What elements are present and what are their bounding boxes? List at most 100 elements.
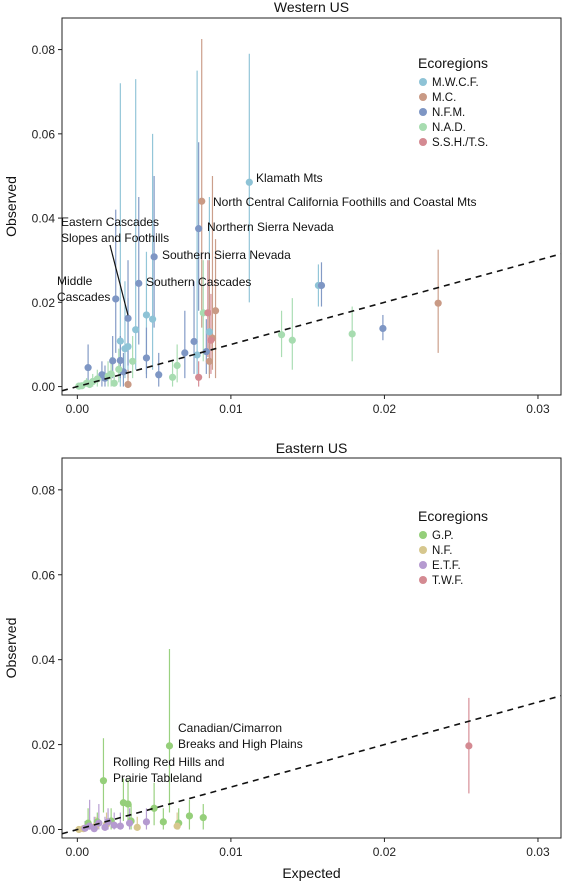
data-point	[142, 354, 151, 362]
legend-key	[419, 123, 427, 131]
data-point	[150, 804, 158, 812]
data-point	[198, 197, 206, 205]
data-point	[110, 379, 118, 387]
data-point	[205, 328, 213, 336]
annotation-label: Northern Sierra Nevada	[207, 220, 334, 234]
data-point	[150, 253, 158, 261]
data-point	[173, 822, 181, 830]
annotation-label: Breaks and High Plains	[178, 737, 303, 751]
plot-frame	[61, 457, 562, 839]
legend-key	[419, 108, 427, 116]
data-point	[116, 356, 124, 365]
data-point	[465, 742, 473, 750]
legend-key	[419, 78, 427, 86]
x-tick-label: 0.00	[66, 402, 90, 416]
annotation-label: Rolling Red Hills and	[113, 755, 224, 769]
data-point	[142, 311, 151, 319]
annotation-leader	[109, 244, 129, 316]
y-tick-label: 0.08	[32, 483, 56, 497]
panel-eastern-us: Eastern US 0.00 0.02 0.04 0.06 0.08 0.00 0.01 0.…	[3, 440, 562, 881]
data-point	[211, 307, 220, 315]
y-tick-label: 0.00	[32, 380, 56, 394]
data-point	[277, 331, 286, 339]
data-point	[195, 225, 203, 233]
data-point	[348, 330, 356, 338]
data-point	[124, 342, 132, 351]
legend-key	[419, 576, 427, 584]
data-point	[115, 365, 123, 373]
y-tick-label: 0.08	[32, 43, 56, 57]
data-point	[124, 314, 132, 322]
data-point	[124, 800, 132, 808]
data-point	[165, 742, 174, 750]
data-point	[245, 178, 253, 186]
data-point	[135, 279, 143, 287]
legend-label: N.A.D.	[432, 122, 466, 134]
x-axis-label: Expected	[282, 865, 340, 881]
y-axis-label: Observed	[3, 176, 19, 237]
legend-key	[419, 138, 427, 146]
x-tick-label: 0.00	[66, 845, 90, 859]
x-tick-label: 0.02	[373, 402, 397, 416]
legend-label: M.W.C.F.	[432, 77, 479, 89]
legend-label: M.C.	[432, 92, 456, 104]
reference-line	[61, 253, 562, 392]
x-tick-label: 0.01	[219, 845, 243, 859]
data-point	[142, 818, 151, 826]
data-point	[185, 812, 194, 820]
legend-label: G.P.	[432, 530, 454, 542]
y-tick-label: 0.06	[32, 568, 56, 582]
legend-title: Ecoregions	[418, 508, 488, 524]
legend-label: N.F.M.	[432, 107, 465, 119]
data-point	[288, 336, 296, 344]
annotation-label: Southern Sierra Nevada	[162, 248, 291, 262]
y-tick-label: 0.04	[32, 653, 56, 667]
y-tick-label: 0.06	[32, 127, 56, 141]
legend-label: S.S.H./T.S.	[432, 137, 488, 149]
data-point	[199, 814, 207, 822]
data-point	[116, 822, 124, 830]
data-point	[204, 309, 212, 317]
legend-key	[419, 531, 427, 539]
data-point	[202, 348, 210, 356]
data-point	[133, 823, 141, 831]
legend-key	[419, 93, 427, 101]
x-tick-label: 0.03	[526, 845, 550, 859]
legend-label: T.W.F.	[432, 575, 463, 587]
data-point	[107, 370, 115, 378]
x-tick-label: 0.01	[219, 402, 243, 416]
annotation-label: Prairie Tableland	[113, 771, 202, 785]
data-point	[168, 373, 177, 381]
annotation-label: Slopes and Foothills	[61, 231, 169, 245]
data-point	[129, 357, 137, 365]
data-point	[379, 324, 387, 333]
data-point	[101, 823, 109, 831]
legend-key	[419, 546, 427, 554]
legend-label: E.T.F.	[432, 560, 461, 572]
data-point	[90, 825, 98, 833]
data-point	[195, 373, 203, 381]
annotation-label: Klamath Mts	[256, 171, 323, 185]
data-point	[110, 821, 118, 829]
x-tick-label: 0.02	[373, 845, 397, 859]
legend-label: N.F.	[432, 545, 452, 557]
plot-frame	[61, 17, 562, 396]
data-point	[155, 371, 163, 379]
annotation-label: Canadian/Cimarron	[178, 721, 282, 735]
chart-title: Eastern US	[276, 440, 348, 456]
legend-key	[419, 561, 427, 569]
data-point	[124, 380, 132, 389]
data-point	[159, 818, 167, 826]
reference-line	[61, 694, 562, 835]
annotation-label: North Central California Foothills and C…	[213, 195, 476, 209]
data-point	[190, 337, 198, 346]
data-point	[99, 777, 108, 785]
data-point	[205, 357, 213, 365]
data-point	[84, 364, 92, 372]
data-point	[173, 361, 181, 370]
data-point	[116, 337, 124, 345]
annotation-label: Cascades	[57, 290, 110, 304]
y-tick-label: 0.04	[32, 212, 56, 226]
data-point	[109, 357, 117, 365]
